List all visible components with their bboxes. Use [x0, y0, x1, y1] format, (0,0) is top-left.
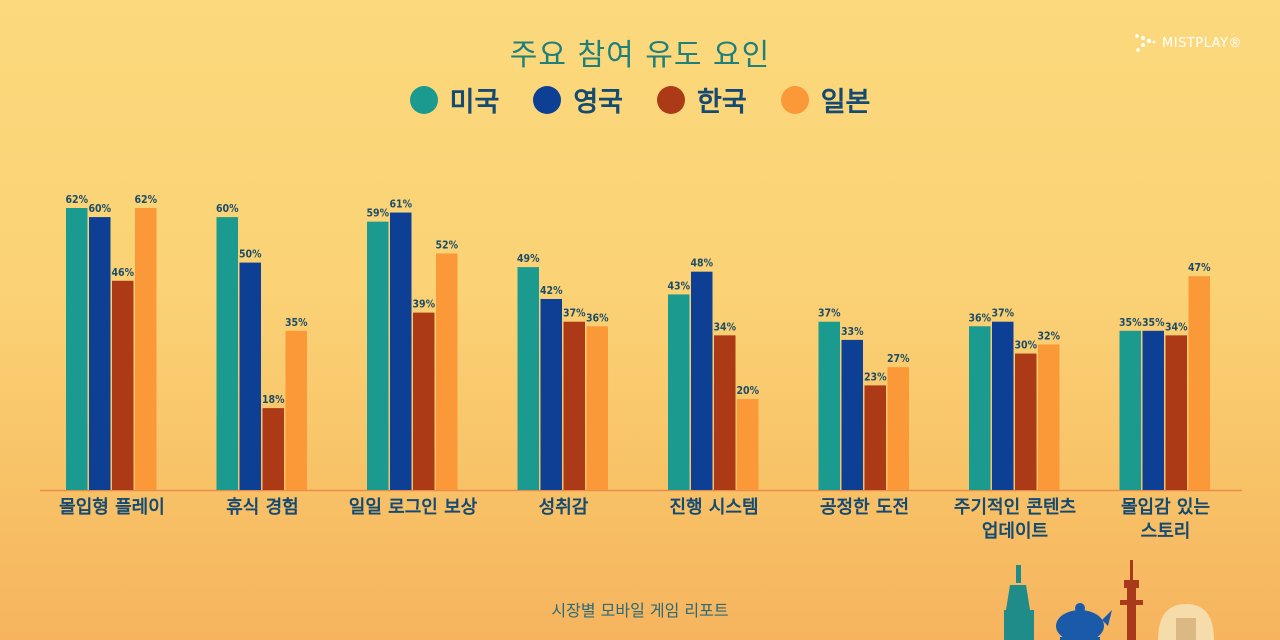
data-label-1-0: 60% [216, 203, 239, 215]
data-label-3-0: 49% [517, 253, 540, 265]
bar-7-0 [1119, 330, 1141, 490]
data-label-2-3: 52% [435, 239, 458, 251]
data-label-6-0: 36% [968, 312, 991, 324]
bar-7-2 [1165, 335, 1187, 490]
bar-0-3 [135, 208, 157, 490]
category-label-6: 주기적인 콘텐츠 업데이트 [954, 497, 1076, 542]
bar-3-1 [540, 298, 562, 490]
mistplay-logo-icon [1135, 34, 1156, 52]
legend-item-jp: 일본 [780, 80, 871, 119]
teapot-icon [1056, 603, 1112, 640]
data-label-7-0: 35% [1119, 317, 1142, 329]
legend-label-uk: 영국 [573, 87, 623, 118]
data-label-5-0: 37% [818, 308, 841, 320]
data-label-2-2: 39% [412, 299, 435, 311]
japanese-shrine-icon [1158, 604, 1214, 640]
data-label-3-1: 42% [540, 285, 563, 297]
data-label-0-3: 62% [134, 194, 157, 206]
data-label-4-2: 34% [713, 321, 736, 333]
bar-4-3 [737, 399, 759, 490]
legend: 미국 영국 한국 일본 [0, 80, 1280, 119]
bar-3-0 [517, 267, 539, 490]
bar-1-1 [239, 262, 261, 490]
bar-5-2 [864, 385, 886, 490]
legend-label-kr: 한국 [697, 87, 747, 118]
bar-6-0 [969, 326, 991, 490]
data-label-0-2: 46% [111, 267, 134, 279]
data-label-1-2: 18% [262, 394, 285, 406]
chart-title: 주요 참여 유도 요인 [509, 38, 771, 73]
data-label-2-0: 59% [366, 208, 389, 220]
data-label-5-3: 27% [887, 353, 910, 365]
category-label-5: 공정한 도전 [820, 497, 909, 518]
category-label-1: 휴식 경험 [226, 496, 299, 518]
bar-2-2 [413, 312, 435, 490]
data-label-1-1: 50% [239, 249, 262, 261]
brand-name: MISTPLAY® [1162, 35, 1242, 51]
data-label-2-1: 61% [389, 199, 412, 211]
bar-0-2 [112, 280, 134, 490]
legend-swatch-uk [533, 85, 562, 114]
data-label-3-3: 36% [586, 312, 609, 324]
bar-5-1 [841, 339, 863, 490]
bar-3-3 [586, 326, 608, 490]
legend-swatch-kr [657, 85, 685, 114]
data-label-3-2: 37% [563, 308, 586, 320]
legend-swatch-us [409, 85, 438, 114]
bar-5-0 [818, 321, 840, 490]
legend-label-us: 미국 [449, 87, 500, 118]
data-label-0-1: 60% [88, 203, 111, 215]
data-label-4-3: 20% [736, 385, 759, 397]
bar-7-3 [1188, 276, 1210, 490]
data-label-6-1: 37% [991, 308, 1014, 320]
bar-5-3 [887, 367, 909, 490]
data-label-4-0: 43% [667, 280, 690, 292]
legend-label-jp: 일본 [820, 87, 871, 118]
category-label-0: 몰입형 플레이 [59, 496, 165, 518]
bar-4-2 [714, 335, 736, 490]
legend-item-us: 미국 [409, 80, 500, 119]
bar-4-0 [668, 294, 690, 490]
seoul-tower-icon [1120, 560, 1143, 640]
bar-2-3 [436, 253, 458, 490]
bar-6-3 [1038, 344, 1060, 490]
bar-0-1 [89, 217, 111, 490]
bar-2-0 [367, 221, 389, 491]
bar-1-0 [216, 217, 238, 490]
data-label-4-1: 48% [690, 258, 713, 270]
bar-7-1 [1142, 330, 1164, 490]
bar-6-2 [1015, 353, 1037, 490]
bar-1-2 [262, 408, 284, 490]
data-label-6-3: 32% [1037, 330, 1060, 342]
bar-2-1 [390, 212, 412, 490]
category-label-4: 진행 시스템 [669, 497, 758, 518]
category-label-7: 몰입감 있는 스토리 [1121, 496, 1210, 542]
data-label-7-1: 35% [1142, 317, 1165, 329]
data-label-5-2: 23% [864, 371, 887, 383]
statue-of-liberty-icon [1004, 565, 1034, 640]
bar-3-2 [563, 321, 585, 490]
data-label-0-0: 62% [65, 194, 88, 206]
category-label-3: 성취감 [539, 497, 589, 518]
legend-item-uk: 영국 [533, 80, 623, 119]
category-label-2: 일일 로그인 보상 [349, 497, 478, 518]
bar-4-1 [691, 271, 713, 490]
bar-0-0 [66, 208, 88, 490]
legend-item-kr: 한국 [657, 80, 747, 119]
data-label-6-2: 30% [1014, 340, 1037, 352]
legend-swatch-jp [780, 85, 809, 114]
footer-text: 시장별 모바일 게임 리포트 [551, 601, 729, 620]
bar-1-3 [285, 330, 307, 490]
data-label-5-1: 33% [841, 326, 864, 338]
data-label-7-3: 47% [1188, 262, 1211, 274]
data-label-7-2: 34% [1165, 321, 1188, 333]
bar-6-1 [992, 321, 1014, 490]
brand-logo: MISTPLAY® [1134, 33, 1242, 53]
data-label-1-3: 35% [285, 317, 308, 329]
